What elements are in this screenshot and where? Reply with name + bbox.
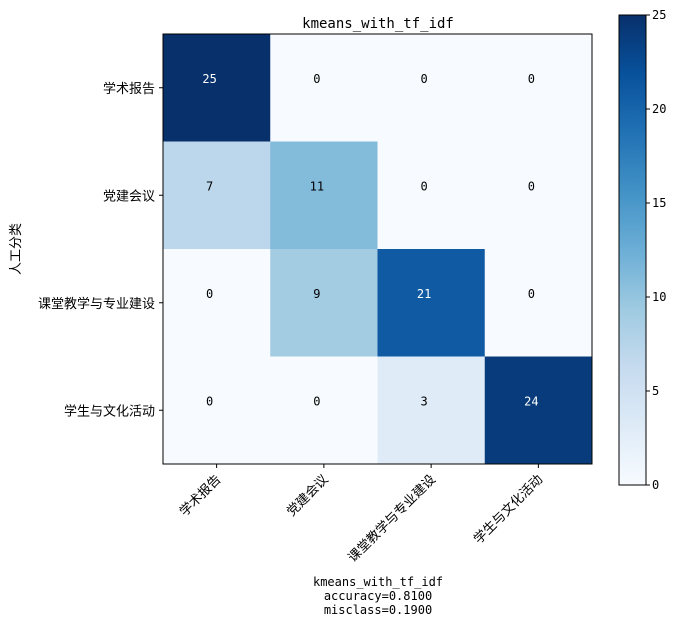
colorbar-tick-label: 10 <box>652 290 666 304</box>
cell-value-label: 25 <box>202 72 216 86</box>
matrix-cell <box>163 141 271 250</box>
matrix-cell <box>484 141 593 250</box>
colorbar-tick-label: 20 <box>652 102 666 116</box>
matrix-cell <box>270 141 378 250</box>
x-tick-label: 党建会议 <box>284 472 331 519</box>
cell-value-label: 3 <box>421 394 428 408</box>
matrix-cell <box>163 356 271 465</box>
matrix-cell <box>377 141 486 250</box>
y-axis-label: 人工分类 <box>9 223 24 275</box>
x-axis-label-line-1: kmeans_with_tf_idf <box>313 575 443 589</box>
matrix-cell <box>484 249 593 357</box>
cell-value-label: 0 <box>421 179 428 193</box>
y-tick-label: 学术报告 <box>103 81 155 97</box>
matrix-cell <box>270 34 378 142</box>
cell-value-label: 0 <box>313 72 320 86</box>
x-tick-label: 学术报告 <box>176 472 224 520</box>
cell-value-label: 0 <box>421 72 428 86</box>
x-axis-label-line-2: accuracy=0.8100 <box>324 589 432 603</box>
cell-value-label: 9 <box>313 287 320 301</box>
matrix-cell <box>377 249 486 357</box>
colorbar-tick-label: 15 <box>652 196 666 210</box>
y-tick-label: 学生与文化活动 <box>64 403 155 419</box>
x-tick-label: 学生与文化活动 <box>471 472 547 548</box>
cell-value-label: 0 <box>206 287 213 301</box>
cell-value-label: 0 <box>206 394 213 408</box>
matrix-cell <box>163 34 271 142</box>
cell-value-label: 0 <box>313 394 320 408</box>
matrix-cell <box>270 249 378 357</box>
x-axis-label-line-3: misclass=0.1900 <box>324 603 432 617</box>
cell-value-label: 21 <box>417 287 431 301</box>
matrix-cell-labels: 25 0 0 0 7 11 0 0 0 9 21 0 0 0 3 24 <box>202 72 538 409</box>
cell-value-label: 0 <box>528 72 535 86</box>
cell-value-label: 0 <box>528 179 535 193</box>
cell-value-label: 0 <box>528 287 535 301</box>
colorbar-tick-label: 0 <box>652 478 659 492</box>
plot-frame <box>162 33 593 465</box>
matrix-cell <box>163 249 271 357</box>
matrix-cell <box>377 356 486 465</box>
cell-value-label: 24 <box>524 394 538 408</box>
y-tick-label: 课堂教学与专业建设 <box>38 296 155 312</box>
colorbar-ticks: 0 5 10 15 20 25 <box>646 8 666 492</box>
cell-value-label: 11 <box>310 179 324 193</box>
cell-value-label: 7 <box>206 179 213 193</box>
x-tick-label: 课堂教学与专业建设 <box>345 472 439 566</box>
matrix-cell <box>270 356 378 465</box>
matrix-cell <box>377 34 486 142</box>
x-tick-labels: 学术报告 党建会议 课堂教学与专业建设 学生与文化活动 <box>176 464 546 566</box>
matrix-cells <box>163 34 593 465</box>
chart-title: kmeans_with_tf_idf <box>302 16 454 32</box>
y-tick-label: 党建会议 <box>103 189 155 204</box>
matrix-cell <box>484 356 593 465</box>
colorbar-tick-label: 25 <box>652 8 666 22</box>
colorbar <box>618 14 647 486</box>
colorbar-tick-label: 5 <box>652 384 659 398</box>
matrix-cell <box>484 34 593 142</box>
